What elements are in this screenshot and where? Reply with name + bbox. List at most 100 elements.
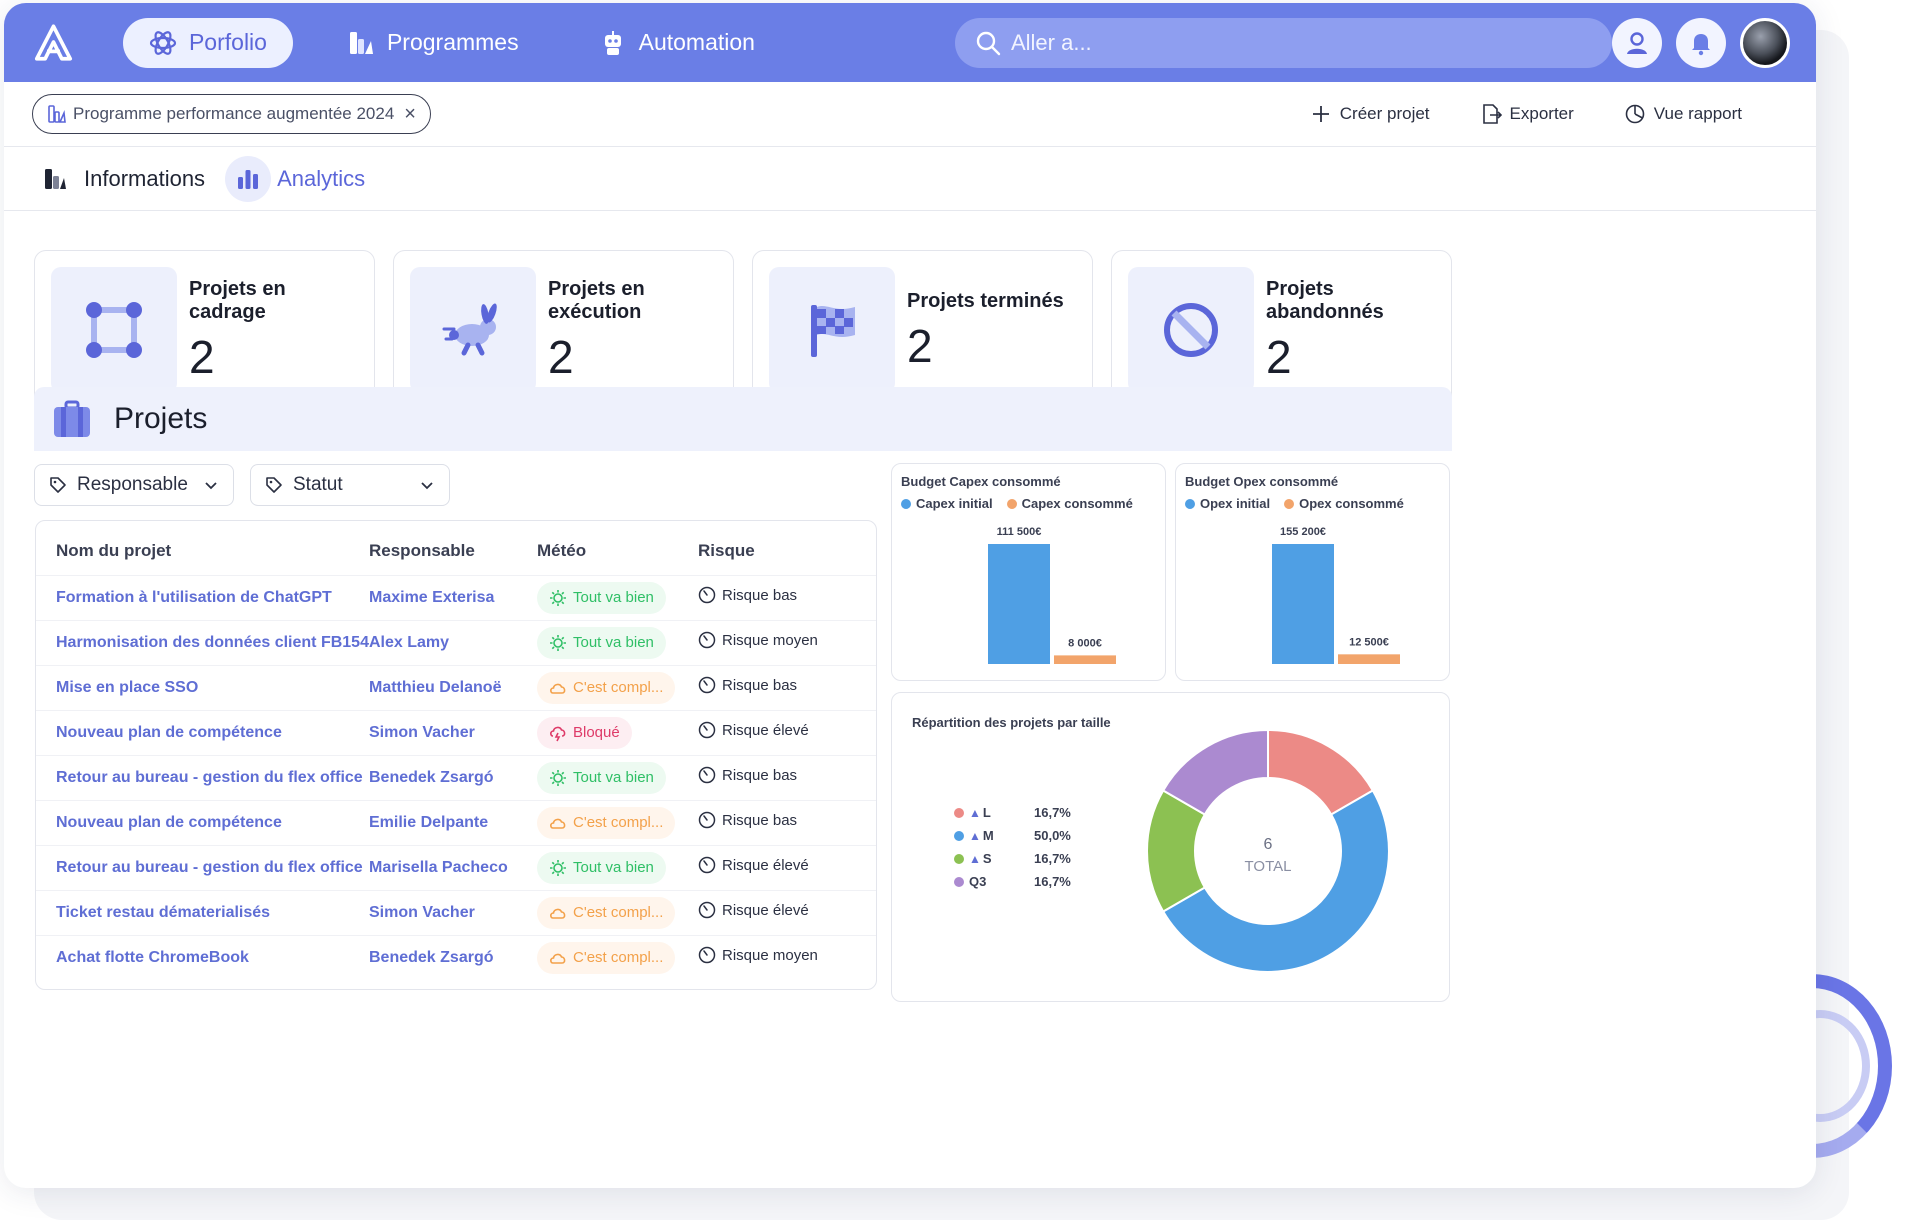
project-name-link[interactable]: Retour au bureau - gestion du flex offic… <box>36 754 369 800</box>
meteo-badge[interactable]: Tout va bien <box>537 761 666 794</box>
chart-legend: Opex initial Opex consommé <box>1185 496 1404 511</box>
kpi-card-execution[interactable]: Projets en exécution 2 <box>393 250 734 410</box>
risk-badge[interactable]: Risque bas <box>698 676 797 694</box>
kpi-card-cadrage[interactable]: Projets en cadrage 2 <box>34 250 375 410</box>
meteo-label: C'est compl... <box>573 679 664 696</box>
kpi-card-abandonnes[interactable]: Projets abandonnés 2 <box>1111 250 1452 410</box>
tab-label: Analytics <box>277 165 366 191</box>
meteo-badge[interactable]: C'est compl... <box>537 896 676 929</box>
project-name-link[interactable]: Retour au bureau - gestion du flex offic… <box>36 844 369 890</box>
search-bar[interactable] <box>954 17 1612 68</box>
risk-badge[interactable]: Risque bas <box>698 811 797 829</box>
meteo-badge[interactable]: Tout va bien <box>537 851 666 884</box>
project-owner-link[interactable]: Alex Lamy <box>369 619 537 665</box>
tag-icon <box>266 477 282 493</box>
breadcrumb-bar: Programme performance augmentée 2024 × C… <box>4 82 1816 147</box>
tab-informations[interactable]: Informations <box>32 156 205 202</box>
meteo-badge[interactable]: Tout va bien <box>537 581 666 614</box>
risk-badge[interactable]: Risque bas <box>698 766 797 784</box>
close-icon[interactable]: × <box>404 102 416 125</box>
table-row[interactable]: Harmonisation des données client FB154 Al… <box>36 619 876 665</box>
bar-opex-consommé[interactable] <box>1338 654 1400 664</box>
risk-badge[interactable]: Risque élevé <box>698 856 809 874</box>
bar-value-label: 12 500€ <box>1349 636 1389 648</box>
cloud-icon <box>550 908 566 919</box>
project-name-link[interactable]: Nouveau plan de compétence <box>36 799 369 845</box>
project-name-link[interactable]: Achat flotte ChromeBook <box>36 934 369 980</box>
legend-item[interactable]: Opex consommé <box>1284 496 1404 511</box>
risk-badge[interactable]: Risque moyen <box>698 631 818 649</box>
meteo-badge[interactable]: Tout va bien <box>537 626 666 659</box>
risk-badge[interactable]: Risque élevé <box>698 721 809 739</box>
search-input[interactable] <box>1010 29 1592 56</box>
bar-opex-initial[interactable] <box>1272 544 1334 664</box>
report-view-button[interactable]: Vue rapport <box>1624 103 1742 125</box>
notifications-button[interactable] <box>1676 17 1726 68</box>
bar-capex-consommé[interactable] <box>1054 655 1116 664</box>
pie-legend-item[interactable]: ▲ S 16,7% <box>954 847 1071 870</box>
project-owner-link[interactable]: Benedek Zsargó <box>369 934 537 980</box>
create-project-button[interactable]: Créer projet <box>1310 103 1430 125</box>
donut-slice-q3[interactable] <box>1161 728 1269 816</box>
cloud-icon <box>550 683 566 694</box>
table-row[interactable]: Ticket restau dématerialisés Simon Vacher… <box>36 889 876 935</box>
tab-analytics[interactable]: Analytics <box>225 155 366 202</box>
kpi-value: 2 <box>548 331 574 383</box>
column-header-meteo[interactable]: Météo <box>537 540 587 560</box>
column-header-risk[interactable]: Risque <box>698 540 755 560</box>
export-button[interactable]: Exporter <box>1480 103 1574 125</box>
risk-badge[interactable]: Risque bas <box>698 586 797 604</box>
table-row[interactable]: Achat flotte ChromeBook Benedek Zsargó C'e… <box>36 934 876 980</box>
column-header-owner[interactable]: Responsable <box>369 540 475 560</box>
bar-capex-initial[interactable] <box>988 544 1050 664</box>
column-header-name[interactable]: Nom du projet <box>56 540 172 560</box>
meteo-badge[interactable]: C'est compl... <box>537 806 676 839</box>
filter-statut[interactable]: Statut <box>250 464 450 506</box>
legend-item[interactable]: Opex initial <box>1185 496 1270 511</box>
risk-label: Risque bas <box>722 676 798 694</box>
table-row[interactable]: Nouveau plan de compétence Emilie Delpant… <box>36 799 876 845</box>
pie-legend-item[interactable]: ▲ M 50,0% <box>954 824 1071 847</box>
project-owner-link[interactable]: Maxime Exterisa <box>369 574 537 620</box>
donut-slice-m[interactable] <box>1161 789 1390 973</box>
project-owner-link[interactable]: Matthieu Delanoë <box>369 664 537 710</box>
table-row[interactable]: Nouveau plan de compétence Simon Vacher Bl… <box>36 709 876 755</box>
filter-responsable[interactable]: Responsable <box>34 464 234 506</box>
table-row[interactable]: Retour au bureau - gestion du flex offic… <box>36 844 876 890</box>
meteo-badge[interactable]: C'est compl... <box>537 941 676 974</box>
user-profile-button[interactable] <box>1612 17 1662 68</box>
legend-item[interactable]: Capex initial <box>901 496 993 511</box>
table-row[interactable]: Mise en place SSO Matthieu Delanoë C'est c… <box>36 664 876 710</box>
table-row[interactable]: Formation à l'utilisation de ChatGPT Maxi… <box>36 574 876 620</box>
app-logo-icon[interactable] <box>34 22 73 64</box>
project-owner-link[interactable]: Simon Vacher <box>369 709 537 755</box>
nav-item-porfolio[interactable]: Porfolio <box>122 17 293 68</box>
risk-badge[interactable]: Risque élevé <box>698 901 809 919</box>
program-chip[interactable]: Programme performance augmentée 2024 × <box>32 94 431 134</box>
pie-legend-item[interactable]: ▲ L 16,7% <box>954 801 1071 824</box>
risk-label: Risque élevé <box>722 901 809 919</box>
project-owner-link[interactable]: Benedek Zsargó <box>369 754 537 800</box>
meteo-badge[interactable]: C'est compl... <box>537 671 676 704</box>
nav-item-programmes[interactable]: Programmes <box>321 18 545 68</box>
project-name-link[interactable]: Mise en place SSO <box>36 664 369 710</box>
project-owner-link[interactable]: Simon Vacher <box>369 889 537 935</box>
meteo-label: Tout va bien <box>573 769 654 786</box>
project-name-link[interactable]: Formation à l'utilisation de ChatGPT <box>36 574 369 620</box>
nav-item-automation[interactable]: Automation <box>573 18 781 68</box>
risk-badge[interactable]: Risque moyen <box>698 946 818 964</box>
table-row[interactable]: Retour au bureau - gestion du flex offic… <box>36 754 876 800</box>
risk-cell: Risque bas <box>698 664 876 710</box>
frame-icon <box>86 302 142 358</box>
meteo-badge[interactable]: Bloqué <box>537 716 632 749</box>
kpi-card-termines[interactable]: Projets terminés 2 <box>752 250 1093 410</box>
project-name-link[interactable]: Ticket restau dématerialisés <box>36 889 369 935</box>
project-owner-link[interactable]: Emilie Delpante <box>369 799 537 845</box>
pie-legend-item[interactable]: Q3 16,7% <box>954 870 1071 893</box>
legend-item[interactable]: Capex consommé <box>1006 496 1133 511</box>
project-name-link[interactable]: Harmonisation des données client FB154 <box>36 619 369 665</box>
avatar[interactable] <box>1740 17 1790 68</box>
project-name-link[interactable]: Nouveau plan de compétence <box>36 709 369 755</box>
chart-title: Budget Capex consommé <box>901 474 1061 489</box>
project-owner-link[interactable]: Marisella Pacheco <box>369 844 537 890</box>
